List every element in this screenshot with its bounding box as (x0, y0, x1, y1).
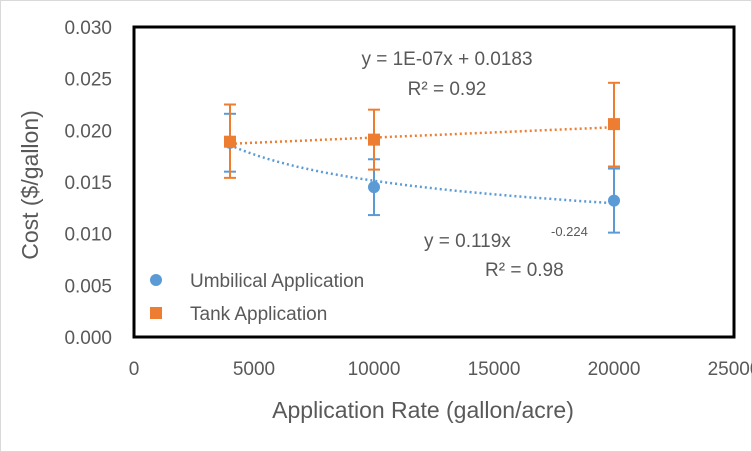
legend-label: Umbilical Application (190, 271, 364, 292)
y-tick-label: 0.020 (64, 121, 112, 142)
y-tick-label: 0.000 (64, 328, 112, 349)
y-tick-label: 0.005 (64, 276, 112, 297)
trendline-1 (229, 125, 615, 146)
data-point (368, 181, 380, 194)
x-tick-label: 25000 (708, 359, 752, 380)
trendline-r2: R² = 0.98 (485, 260, 564, 281)
trendline-equation: y = 1E-07x + 0.0183 (361, 49, 532, 70)
y-axis-title: Cost ($/gallon) (17, 110, 43, 260)
y-tick-label: 0.010 (64, 225, 112, 246)
x-tick-label: 0 (129, 359, 140, 380)
y-tick-label: 0.025 (64, 70, 112, 91)
legend-marker-circle (150, 274, 162, 286)
trendline-r2: R² = 0.92 (408, 79, 487, 100)
trendline-0 (229, 144, 615, 205)
legend-marker-square (150, 307, 162, 319)
trendline-exponent: -0.224 (551, 224, 588, 239)
trendline-equation: y = 0.119x (424, 231, 511, 252)
data-point (608, 194, 620, 207)
y-tick-label: 0.030 (64, 18, 112, 39)
x-tick-label: 15000 (468, 359, 521, 380)
x-tick-label: 10000 (348, 359, 401, 380)
x-axis-title: Application Rate (gallon/acre) (272, 397, 574, 423)
x-tick-label: 5000 (233, 359, 275, 380)
data-point (224, 135, 236, 148)
data-point (608, 118, 620, 131)
x-tick-label: 20000 (588, 359, 641, 380)
plot-area (132, 25, 736, 339)
legend-label: Tank Application (190, 304, 327, 325)
data-point (368, 133, 380, 146)
y-tick-label: 0.015 (64, 173, 112, 194)
